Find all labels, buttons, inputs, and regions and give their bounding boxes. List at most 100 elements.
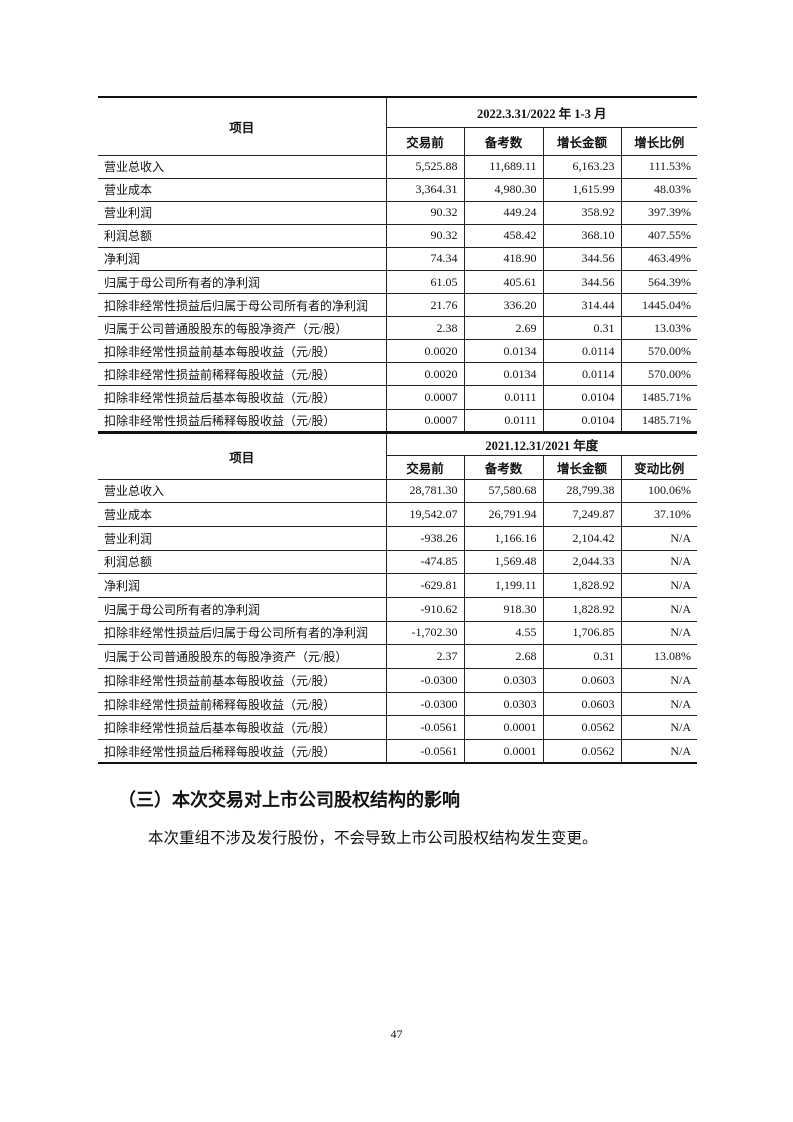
cell-value: 4,980.30 (463, 177, 544, 202)
column-header: 增长金额 (542, 126, 622, 156)
cell-value: 2.68 (463, 644, 544, 669)
row-label: 营业成本 (98, 502, 387, 527)
cell-value: 5,525.88 (385, 154, 465, 179)
cell-value: 90.32 (385, 200, 465, 225)
row-label: 营业总收入 (98, 478, 387, 504)
item-header: 项目 (98, 96, 387, 156)
row-label: 归属于公司普通股股东的每股净资产（元/股） (98, 316, 387, 341)
table-row: 扣除非经常性损益后稀释每股收益（元/股） 0.0007 0.0111 0.0104 14… (98, 408, 698, 434)
cell-value: 0.0007 (385, 385, 465, 410)
cell-value: 0.0303 (463, 691, 544, 717)
cell-value: 0.0104 (542, 408, 622, 434)
row-label: 净利润 (98, 573, 387, 598)
cell-value: N/A (620, 739, 698, 765)
row-label: 扣除非经常性损益前稀释每股收益（元/股） (98, 691, 387, 717)
table-row: 扣除非经常性损益后基本每股收益（元/股） -0.0561 0.0001 0.0562 N… (98, 715, 698, 741)
row-label: 扣除非经常性损益后稀释每股收益（元/股） (98, 408, 387, 434)
cell-value: -910.62 (385, 596, 465, 622)
cell-value: 1445.04% (620, 293, 698, 318)
cell-value: 0.0603 (542, 668, 622, 693)
table-row: 营业利润 -938.26 1,166.16 2,104.42 N/A (98, 525, 698, 551)
cell-value: N/A (620, 715, 698, 741)
row-label: 归属于公司普通股股东的每股净资产（元/股） (98, 644, 387, 669)
table-row: 利润总额 90.32 458.42 368.10 407.55% (98, 223, 698, 248)
cell-value: 13.03% (620, 316, 698, 341)
cell-value: -474.85 (385, 549, 465, 575)
column-header: 变动比例 (620, 454, 698, 480)
cell-value: 21.76 (385, 293, 465, 318)
cell-value: 0.0562 (542, 739, 622, 765)
table-row: 扣除非经常性损益后基本每股收益（元/股） 0.0007 0.0111 0.0104 14… (98, 385, 698, 410)
period-header: 2021.12.31/2021 年度 (385, 432, 698, 456)
cell-value: 0.0114 (542, 362, 622, 387)
table-row: 营业成本 19,542.07 26,791.94 7,249.87 37.10% (98, 502, 698, 527)
cell-value: 28,781.30 (385, 478, 465, 504)
cell-value: N/A (620, 596, 698, 622)
cell-value: 564.39% (620, 269, 698, 295)
cell-value: 57,580.68 (463, 478, 544, 504)
cell-value: 1,615.99 (542, 177, 622, 202)
row-label: 营业利润 (98, 200, 387, 225)
cell-value: 0.0111 (463, 408, 544, 434)
cell-value: 336.20 (463, 293, 544, 318)
cell-value: 368.10 (542, 223, 622, 248)
row-label: 扣除非经常性损益前稀释每股收益（元/股） (98, 362, 387, 387)
section-heading: （三）本次交易对上市公司股权结构的影响 (118, 790, 460, 811)
cell-value: N/A (620, 549, 698, 575)
cell-value: -938.26 (385, 525, 465, 551)
column-header: 备考数 (463, 454, 544, 480)
cell-value: 397.39% (620, 200, 698, 225)
cell-value: 0.31 (542, 316, 622, 341)
table-row: 净利润 -629.81 1,199.11 1,828.92 N/A (98, 573, 698, 598)
cell-value: N/A (620, 691, 698, 717)
column-header-row: 交易前 备考数 增长金额 变动比例 (98, 454, 698, 480)
cell-value: 0.0134 (463, 362, 544, 387)
row-label: 扣除非经常性损益后基本每股收益（元/股） (98, 715, 387, 741)
table-row: 归属于公司普通股股东的每股净资产（元/股） 2.38 2.69 0.31 13.03% (98, 316, 698, 341)
cell-value: 3,364.31 (385, 177, 465, 202)
column-header: 交易前 (386, 454, 465, 480)
cell-value: 1,828.92 (542, 573, 622, 598)
table-row: 营业总收入 28,781.30 57,580.68 28,799.38 100.06% (98, 478, 698, 504)
row-label: 利润总额 (98, 549, 387, 575)
cell-value: 2.38 (385, 316, 465, 341)
table-row: 营业总收入 5,525.88 11,689.11 6,163.23 111.53% (98, 154, 698, 179)
cell-value: 90.32 (385, 223, 465, 248)
section-paragraph: 本次重组不涉及发行股份，不会导致上市公司股权结构发生变更。 (148, 830, 598, 847)
cell-value: 1,166.16 (463, 525, 544, 551)
cell-value: -629.81 (385, 573, 465, 598)
header-row: 项目 2021.12.31/2021 年度 (98, 432, 698, 480)
cell-value: N/A (620, 525, 698, 551)
cell-value: 1,828.92 (542, 596, 622, 622)
table-row: 净利润 74.34 418.90 344.56 463.49% (98, 246, 698, 271)
table-row: 扣除非经常性损益后稀释每股收益（元/股） -0.0561 0.0001 0.0562 N… (98, 739, 698, 765)
cell-value: -0.0561 (385, 715, 465, 741)
column-header: 交易前 (386, 126, 465, 156)
cell-value: 0.0001 (463, 715, 544, 741)
table-row: 营业成本 3,364.31 4,980.30 1,615.99 48.03% (98, 177, 698, 202)
cell-value: 1485.71% (620, 385, 698, 410)
row-label: 扣除非经常性损益后稀释每股收益（元/股） (98, 739, 387, 765)
cell-value: 48.03% (620, 177, 698, 202)
cell-value: 358.92 (542, 200, 622, 225)
cell-value: 4.55 (463, 620, 544, 646)
row-label: 扣除非经常性损益前基本每股收益（元/股） (98, 668, 387, 693)
row-label: 归属于母公司所有者的净利润 (98, 596, 387, 622)
cell-value: N/A (620, 573, 698, 598)
cell-value: 7,249.87 (542, 502, 622, 527)
cell-value: 37.10% (620, 502, 698, 527)
cell-value: 0.0001 (463, 739, 544, 765)
cell-value: 570.00% (620, 339, 698, 364)
row-label: 扣除非经常性损益前基本每股收益（元/股） (98, 339, 387, 364)
cell-value: 0.0104 (542, 385, 622, 410)
row-label: 归属于母公司所有者的净利润 (98, 269, 387, 295)
table-row: 利润总额 -474.85 1,569.48 2,044.33 N/A (98, 549, 698, 575)
cell-value: 28,799.38 (542, 478, 622, 504)
table-row: 扣除非经常性损益前稀释每股收益（元/股） -0.0300 0.0303 0.0603 N… (98, 691, 698, 717)
financial-table-2022q1: 项目 2022.3.31/2022 年 1-3 月交易前 备考数 增长金额 增长比例 营业… (98, 96, 698, 434)
cell-value: -0.0300 (385, 691, 465, 717)
cell-value: 458.42 (463, 223, 544, 248)
cell-value: 26,791.94 (463, 502, 544, 527)
table-row: 营业利润 90.32 449.24 358.92 397.39% (98, 200, 698, 225)
row-label: 扣除非经常性损益后归属于母公司所有者的净利润 (98, 293, 387, 318)
